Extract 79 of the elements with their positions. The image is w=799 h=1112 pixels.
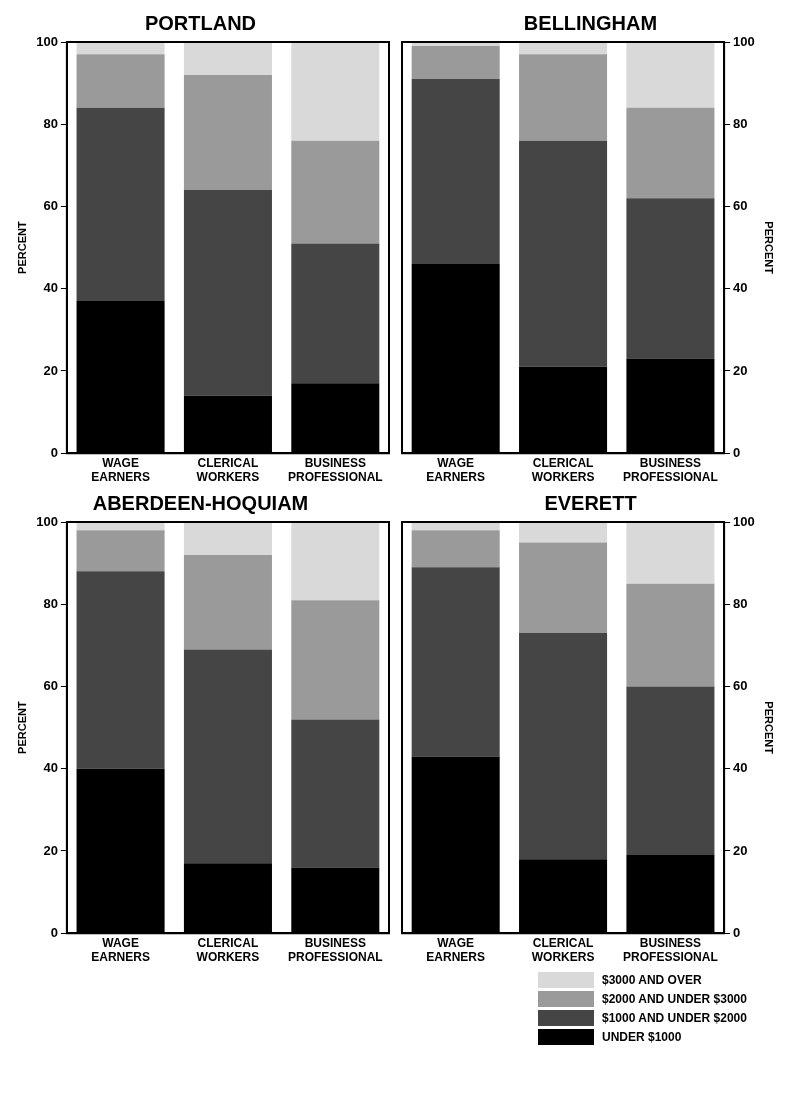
- y-tick-label: 80: [43, 115, 58, 131]
- bar: [291, 600, 380, 720]
- bar: [291, 42, 380, 141]
- bar: [183, 554, 272, 650]
- y-tick-label: 20: [733, 362, 748, 378]
- legend-label: $1000 AND UNDER $2000: [602, 1011, 747, 1025]
- y-tick-label: 0: [50, 444, 58, 460]
- bar: [411, 567, 500, 757]
- y-axis-title: PERCENT: [763, 221, 776, 275]
- y-tick-label: 80: [733, 115, 748, 131]
- x-tick-label: CLERICAL WORKERS: [531, 455, 595, 485]
- bar: [519, 140, 608, 367]
- bar: [411, 530, 500, 568]
- bar: [291, 140, 380, 244]
- y-tick-label: 100: [36, 513, 58, 529]
- bar: [411, 79, 500, 265]
- y-tick-label: 40: [43, 280, 58, 296]
- chart-title: PORTLAND: [144, 11, 257, 34]
- bar: [519, 54, 608, 141]
- y-tick-label: 0: [733, 444, 741, 460]
- y-tick-label: 80: [43, 595, 58, 611]
- bar: [291, 243, 380, 384]
- bar: [183, 190, 272, 396]
- bar: [519, 542, 608, 634]
- y-tick-label: 40: [43, 760, 58, 776]
- bar: [626, 107, 715, 199]
- y-tick-label: 60: [733, 198, 748, 214]
- bar: [183, 74, 272, 191]
- y-tick-label: 100: [733, 33, 755, 49]
- bar: [76, 530, 165, 572]
- x-tick-label: BUSINESS PROFESSIONAL: [623, 935, 718, 965]
- bar: [626, 583, 715, 687]
- y-tick-label: 100: [733, 513, 755, 529]
- chart-title: ABERDEEN-HOQUIAM: [92, 491, 309, 514]
- x-tick-label: WAGE EARNERS: [426, 935, 486, 965]
- bar: [183, 42, 272, 75]
- y-tick-label: 60: [43, 678, 58, 694]
- bar: [76, 54, 165, 108]
- bar: [626, 198, 715, 359]
- x-tick-label: BUSINESS PROFESSIONAL: [287, 935, 383, 965]
- bar: [626, 522, 715, 584]
- y-tick-label: 40: [733, 760, 748, 776]
- x-tick-label: WAGE EARNERS: [426, 455, 486, 485]
- legend-label: UNDER $1000: [602, 1030, 682, 1044]
- bar: [183, 522, 272, 555]
- bar: [291, 719, 380, 868]
- y-axis-title: PERCENT: [15, 701, 28, 754]
- y-tick-label: 0: [733, 924, 741, 940]
- bar: [626, 686, 715, 856]
- y-tick-label: 80: [733, 595, 748, 611]
- bar: [76, 107, 165, 302]
- x-tick-label: WAGE EARNERS: [91, 935, 150, 965]
- bar: [626, 42, 715, 108]
- chart-title: EVERETT: [544, 491, 637, 514]
- legend-label: $2000 AND UNDER $3000: [602, 992, 747, 1006]
- bar: [76, 571, 165, 769]
- y-tick-label: 60: [733, 678, 748, 694]
- y-tick-label: 60: [43, 198, 58, 214]
- y-tick-label: 20: [43, 842, 58, 858]
- legend-label: $3000 AND OVER: [602, 973, 702, 987]
- bar: [519, 522, 608, 543]
- y-axis-title: PERCENT: [763, 701, 776, 755]
- chart-title: BELLINGHAM: [523, 11, 658, 34]
- x-tick-label: CLERICAL WORKERS: [196, 935, 260, 965]
- y-tick-label: 40: [733, 280, 748, 296]
- y-tick-label: 100: [36, 33, 58, 49]
- x-tick-label: BUSINESS PROFESSIONAL: [287, 455, 383, 485]
- x-tick-label: CLERICAL WORKERS: [196, 455, 260, 485]
- y-tick-label: 20: [43, 362, 58, 378]
- y-axis-title: PERCENT: [15, 221, 28, 274]
- y-tick-label: 0: [50, 924, 58, 940]
- bar: [291, 522, 380, 601]
- x-tick-label: CLERICAL WORKERS: [531, 935, 595, 965]
- x-tick-label: WAGE EARNERS: [91, 455, 150, 485]
- bar: [411, 46, 500, 80]
- x-tick-label: BUSINESS PROFESSIONAL: [623, 455, 718, 485]
- bar: [519, 633, 608, 860]
- bar: [183, 649, 272, 864]
- y-tick-label: 20: [733, 842, 748, 858]
